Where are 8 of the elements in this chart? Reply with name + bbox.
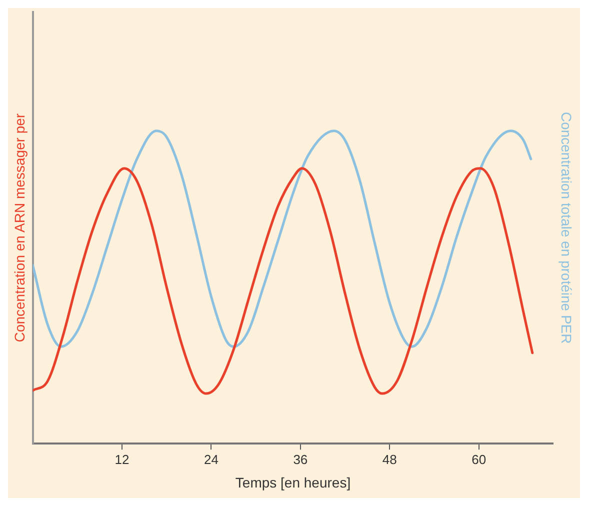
x-axis-title: Temps [en heures]: [235, 474, 351, 490]
x-tick-label: 60: [472, 452, 486, 467]
y2-axis-title: Concentration totale en protéine PER: [558, 112, 575, 344]
y-axis-title: Concentration en ARN messager per: [11, 113, 28, 342]
x-tick-label: 12: [114, 452, 130, 467]
x-tick-label: 36: [293, 452, 308, 467]
x-tick-label: 48: [382, 452, 397, 467]
x-tick-label: 24: [204, 452, 218, 467]
